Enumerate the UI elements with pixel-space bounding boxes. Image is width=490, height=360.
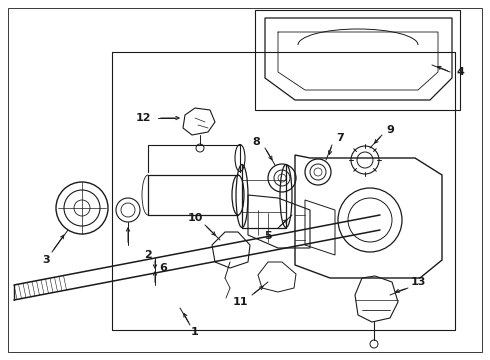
Text: 9: 9 xyxy=(386,125,394,135)
Text: 1: 1 xyxy=(191,327,199,337)
Text: 12: 12 xyxy=(135,113,151,123)
Text: 5: 5 xyxy=(264,231,272,241)
Text: 8: 8 xyxy=(252,137,260,147)
Text: 7: 7 xyxy=(336,133,344,143)
Text: 6: 6 xyxy=(159,263,167,273)
Bar xyxy=(255,10,460,110)
Text: 13: 13 xyxy=(410,277,426,287)
Text: 3: 3 xyxy=(42,255,50,265)
Text: 11: 11 xyxy=(232,297,248,307)
Text: 10: 10 xyxy=(187,213,203,223)
Text: 2: 2 xyxy=(144,250,152,260)
Text: 4: 4 xyxy=(456,67,464,77)
